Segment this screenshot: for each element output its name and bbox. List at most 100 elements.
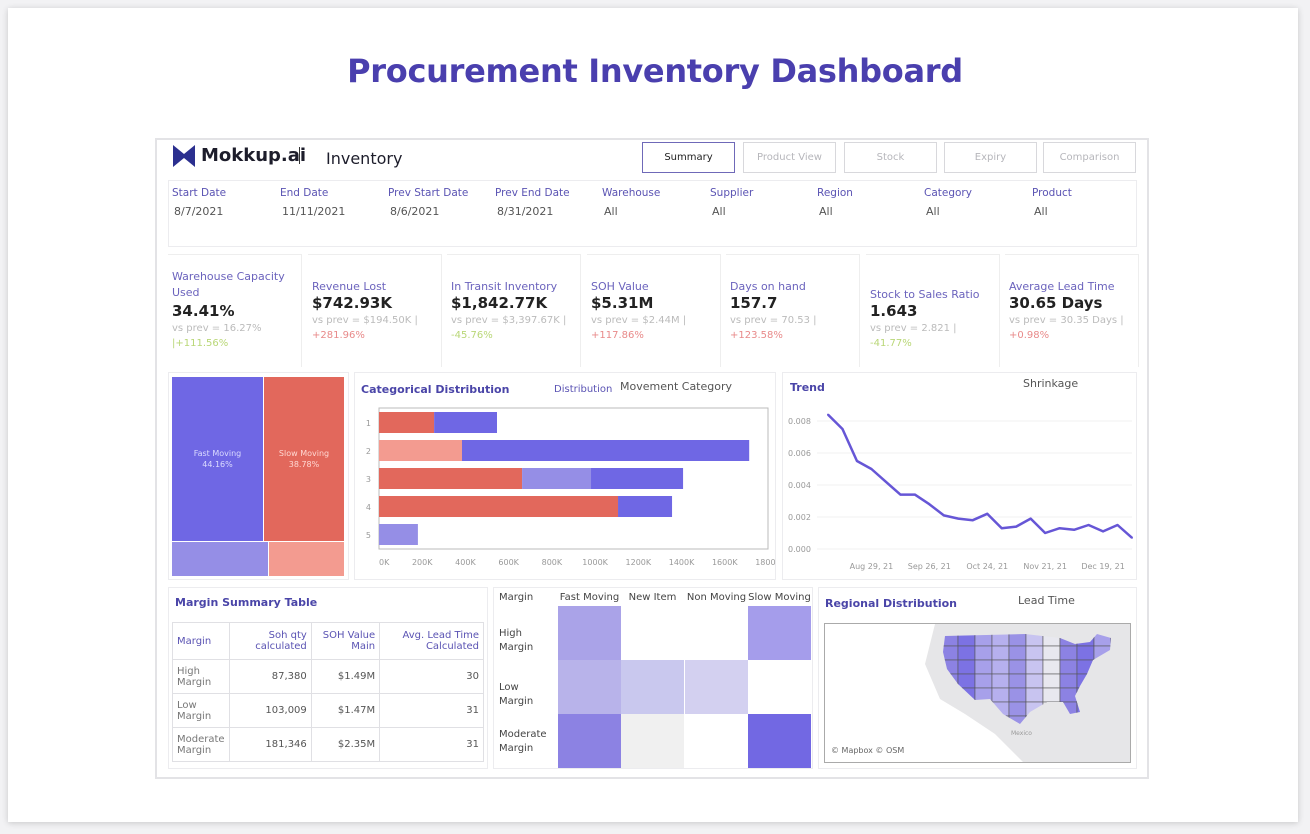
state-region[interactable] — [941, 715, 959, 730]
data-point[interactable] — [986, 512, 989, 515]
heatmap-cell[interactable] — [748, 606, 811, 660]
data-point[interactable] — [913, 493, 916, 496]
tab-comparison[interactable]: Comparison — [1043, 142, 1136, 173]
heatmap-cell[interactable] — [621, 660, 684, 714]
state-region[interactable] — [1059, 673, 1078, 689]
state-region[interactable] — [991, 687, 1010, 703]
state-region[interactable] — [974, 645, 993, 661]
state-region[interactable] — [1008, 687, 1027, 703]
state-region[interactable] — [1025, 673, 1044, 689]
kpi-prev: vs prev = 70.53 | — [730, 315, 817, 326]
column-header: Soh qty calculated — [228, 622, 312, 660]
heatmap-cell[interactable] — [748, 714, 811, 768]
state-region[interactable] — [991, 659, 1010, 675]
bar-segment[interactable] — [379, 412, 435, 433]
trend-line[interactable] — [827, 413, 1133, 539]
state-region[interactable] — [1025, 659, 1044, 675]
data-point[interactable] — [1058, 527, 1061, 530]
data-point[interactable] — [942, 514, 945, 517]
data-point[interactable] — [928, 503, 931, 506]
bar-segment[interactable] — [379, 468, 523, 489]
data-point[interactable] — [1116, 524, 1119, 526]
state-region[interactable] — [1025, 645, 1044, 661]
data-point[interactable] — [899, 493, 902, 496]
filter-value[interactable]: 8/6/2021 — [390, 205, 440, 218]
state-region[interactable] — [1059, 687, 1078, 703]
bar-segment[interactable] — [618, 496, 673, 517]
data-point[interactable] — [870, 468, 873, 470]
filter-value[interactable]: All — [926, 205, 940, 218]
data-point[interactable] — [827, 413, 829, 416]
data-point[interactable] — [971, 519, 974, 522]
bar-segment[interactable] — [434, 412, 497, 433]
heatmap-cell[interactable] — [558, 660, 621, 714]
tab-stock[interactable]: Stock — [844, 142, 937, 173]
state-region[interactable] — [957, 673, 976, 689]
treemap-slow-moving[interactable]: Slow Moving 38.78% — [264, 377, 344, 541]
data-point[interactable] — [1029, 517, 1032, 520]
heatmap-cell[interactable] — [558, 606, 621, 660]
bar-segment[interactable] — [379, 496, 619, 517]
x-tick-label: 200K — [412, 558, 433, 567]
state-region[interactable] — [1059, 645, 1078, 661]
state-region[interactable] — [1008, 659, 1027, 675]
filter-value[interactable]: All — [604, 205, 618, 218]
cell: 30 — [379, 659, 484, 694]
state-region[interactable] — [957, 659, 976, 675]
us-map[interactable]: Mexico © Mapbox © OSM — [824, 623, 1131, 763]
data-point[interactable] — [1102, 530, 1105, 533]
filter-value[interactable]: 8/31/2021 — [497, 205, 554, 218]
heatmap-cell[interactable] — [558, 714, 621, 768]
heatmap-cell[interactable] — [685, 660, 748, 714]
state-region[interactable] — [1008, 645, 1027, 661]
filter-value[interactable]: All — [1034, 205, 1048, 218]
state-region[interactable] — [1042, 673, 1061, 689]
bar-segment[interactable] — [379, 440, 462, 461]
tab-expiry[interactable]: Expiry — [944, 142, 1037, 173]
kpi-label: Stock to Sales Ratio — [870, 288, 980, 301]
state-region[interactable] — [1042, 687, 1061, 703]
state-region[interactable] — [958, 730, 975, 744]
state-region[interactable] — [974, 673, 993, 689]
state-region[interactable] — [991, 673, 1010, 689]
data-point[interactable] — [1087, 524, 1090, 526]
tab-product-view[interactable]: Product View — [743, 142, 836, 173]
state-region[interactable] — [991, 645, 1010, 661]
y-tick-label: 0.002 — [788, 513, 811, 522]
state-region[interactable] — [1076, 645, 1095, 661]
data-point[interactable] — [1000, 527, 1003, 530]
state-region[interactable] — [975, 730, 992, 744]
state-region[interactable] — [1042, 659, 1061, 675]
data-point[interactable] — [841, 428, 844, 430]
data-point[interactable] — [1044, 532, 1047, 534]
data-point[interactable] — [957, 517, 960, 520]
brand-name: Mokkup.ai — [201, 145, 307, 166]
state-region[interactable] — [1008, 701, 1027, 717]
state-region[interactable] — [1008, 673, 1027, 689]
bar-segment[interactable] — [591, 468, 684, 489]
heatmap-cell[interactable] — [621, 714, 684, 768]
filter-value[interactable]: 11/11/2021 — [282, 205, 346, 218]
state-region[interactable] — [1042, 645, 1061, 661]
filter-value[interactable]: All — [819, 205, 833, 218]
data-point[interactable] — [1131, 536, 1133, 539]
tab-summary[interactable]: Summary — [642, 142, 735, 173]
treemap-fast-light[interactable] — [172, 542, 268, 576]
state-region[interactable] — [941, 730, 958, 744]
state-region[interactable] — [957, 645, 976, 661]
state-region[interactable] — [1025, 687, 1044, 703]
data-point[interactable] — [855, 460, 858, 462]
state-region[interactable] — [1059, 659, 1078, 675]
data-point[interactable] — [1073, 528, 1076, 531]
bar-segment[interactable] — [522, 468, 592, 489]
bar-segment[interactable] — [461, 440, 750, 461]
state-region[interactable] — [974, 659, 993, 675]
bar-segment[interactable] — [379, 524, 418, 545]
kpi-comparison: vs prev = $194.50K | +281.96% — [312, 313, 442, 343]
filter-value[interactable]: 8/7/2021 — [174, 205, 224, 218]
filter-value[interactable]: All — [712, 205, 726, 218]
data-point[interactable] — [884, 480, 887, 483]
treemap-slow-light[interactable] — [269, 542, 344, 576]
treemap-fast-moving[interactable]: Fast Moving 44.16% — [172, 377, 263, 541]
data-point[interactable] — [1015, 525, 1018, 528]
